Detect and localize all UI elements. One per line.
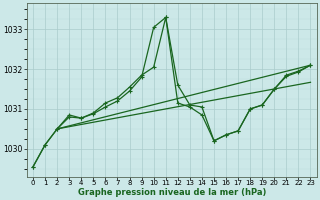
X-axis label: Graphe pression niveau de la mer (hPa): Graphe pression niveau de la mer (hPa) [77,188,266,197]
